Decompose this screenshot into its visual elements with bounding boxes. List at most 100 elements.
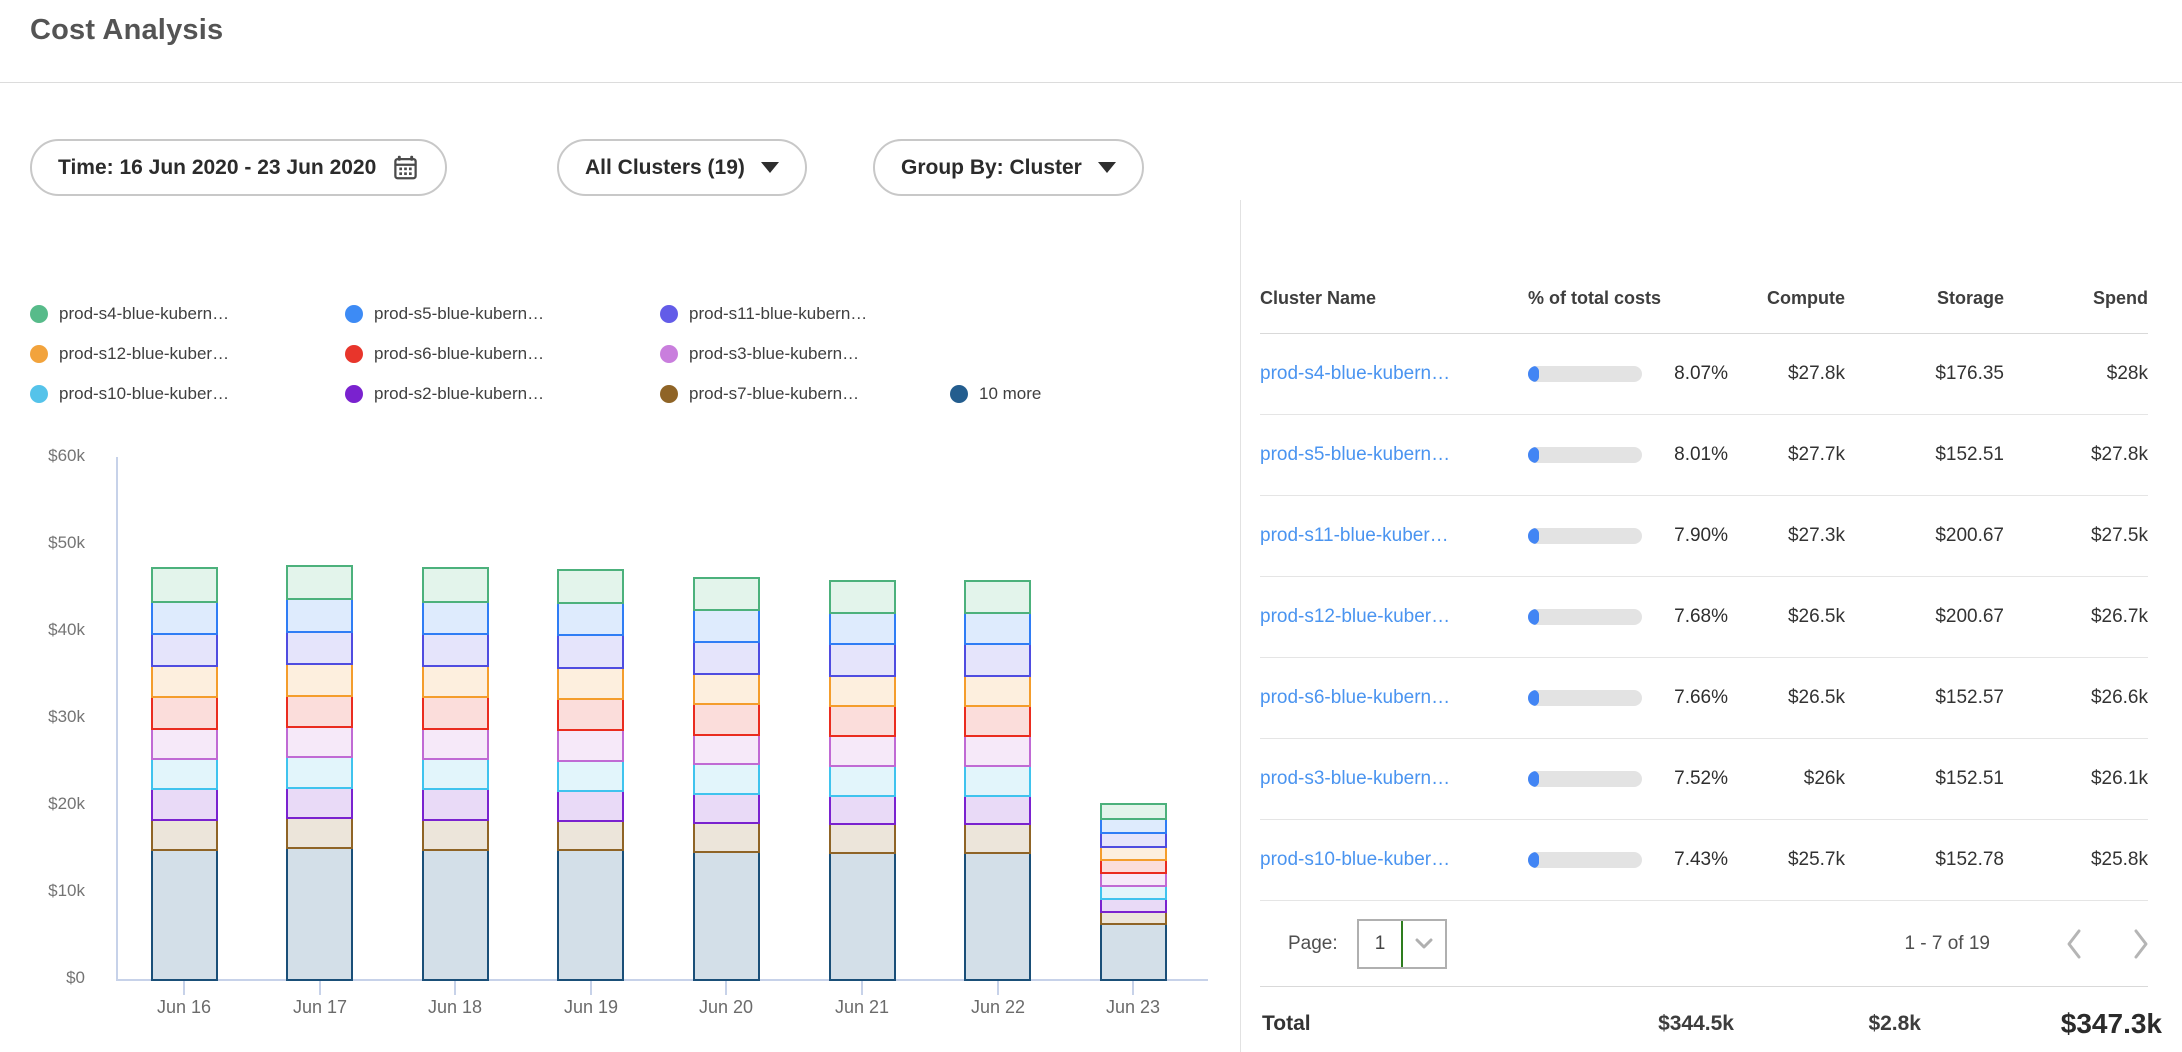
bar-segment[interactable]: [286, 847, 353, 981]
bar-segment[interactable]: [151, 633, 218, 667]
legend-item[interactable]: prod-s7-blue-kubern…: [660, 384, 859, 404]
bar-segment[interactable]: [693, 793, 760, 824]
bar-segment[interactable]: [422, 601, 489, 635]
bar-segment[interactable]: [693, 734, 760, 765]
bar-segment[interactable]: [829, 705, 896, 737]
bar-segment[interactable]: [557, 790, 624, 822]
legend-item[interactable]: 10 more: [950, 384, 1041, 404]
bar-segment[interactable]: [964, 580, 1031, 614]
bar-segment[interactable]: [151, 849, 218, 981]
bar-segment[interactable]: [693, 673, 760, 705]
bar-segment[interactable]: [1100, 911, 1167, 925]
bar-segment[interactable]: [557, 849, 624, 981]
bar-segment[interactable]: [1100, 803, 1167, 820]
bar-segment[interactable]: [964, 675, 1031, 707]
legend-item[interactable]: prod-s2-blue-kubern…: [345, 384, 544, 404]
bar-segment[interactable]: [1100, 846, 1167, 861]
bar-segment[interactable]: [829, 735, 896, 767]
bar-segment[interactable]: [693, 577, 760, 611]
bar-segment[interactable]: [829, 795, 896, 825]
bar-segment[interactable]: [693, 822, 760, 853]
bar-segment[interactable]: [964, 823, 1031, 854]
bar-segment[interactable]: [829, 852, 896, 981]
bar-segment[interactable]: [557, 569, 624, 604]
bar-segment[interactable]: [557, 634, 624, 669]
bar-segment[interactable]: [422, 665, 489, 698]
bar-segment[interactable]: [964, 643, 1031, 677]
legend-item[interactable]: prod-s12-blue-kuber…: [30, 344, 229, 364]
bar-segment[interactable]: [557, 602, 624, 636]
bar-segment[interactable]: [151, 601, 218, 635]
bar-segment[interactable]: [286, 695, 353, 728]
clusters-filter[interactable]: All Clusters (19): [557, 139, 807, 196]
bar-segment[interactable]: [422, 758, 489, 790]
bar-segment[interactable]: [964, 612, 1031, 645]
bar-segment[interactable]: [829, 580, 896, 614]
bar-segment[interactable]: [693, 703, 760, 736]
bar-segment[interactable]: [829, 823, 896, 854]
bar-segment[interactable]: [151, 819, 218, 851]
bar-segment[interactable]: [151, 728, 218, 760]
time-range-filter[interactable]: Time: 16 Jun 2020 - 23 Jun 2020: [30, 139, 448, 196]
bar-segment[interactable]: [964, 852, 1031, 981]
legend-item[interactable]: prod-s5-blue-kubern…: [345, 304, 544, 324]
cluster-link[interactable]: prod-s11-blue-kuber…: [1260, 525, 1449, 546]
bar-segment[interactable]: [151, 788, 218, 821]
bar-segment[interactable]: [964, 705, 1031, 737]
cluster-link[interactable]: prod-s10-blue-kuber…: [1260, 849, 1451, 870]
bar-segment[interactable]: [151, 567, 218, 603]
cluster-link[interactable]: prod-s5-blue-kubern…: [1260, 444, 1451, 465]
bar-segment[interactable]: [286, 663, 353, 697]
group-by-filter[interactable]: Group By: Cluster: [873, 139, 1144, 196]
bar-segment[interactable]: [557, 667, 624, 700]
bar-segment[interactable]: [286, 787, 353, 819]
bar-segment[interactable]: [286, 726, 353, 758]
bar-segment[interactable]: [829, 765, 896, 797]
legend-item[interactable]: prod-s11-blue-kubern…: [660, 304, 867, 324]
bar-segment[interactable]: [964, 795, 1031, 825]
legend-item[interactable]: prod-s4-blue-kubern…: [30, 304, 229, 324]
bar-segment[interactable]: [557, 729, 624, 762]
bar-segment[interactable]: [829, 675, 896, 707]
bar-segment[interactable]: [151, 665, 218, 698]
bar-segment[interactable]: [557, 820, 624, 851]
bar-segment[interactable]: [693, 851, 760, 981]
bar-segment[interactable]: [1100, 872, 1167, 887]
bar-segment[interactable]: [829, 612, 896, 645]
bar-segment[interactable]: [964, 765, 1031, 797]
bar-segment[interactable]: [286, 631, 353, 665]
page-select[interactable]: 1: [1357, 918, 1447, 969]
bar-segment[interactable]: [693, 609, 760, 643]
bar-segment[interactable]: [422, 788, 489, 821]
bar-segment[interactable]: [557, 698, 624, 731]
bar-segment[interactable]: [422, 567, 489, 603]
next-page-button[interactable]: [2132, 928, 2150, 960]
cluster-link[interactable]: prod-s6-blue-kubern…: [1260, 687, 1451, 708]
bar-segment[interactable]: [693, 763, 760, 795]
bar-segment[interactable]: [1100, 832, 1167, 848]
bar-segment[interactable]: [557, 760, 624, 792]
bar-segment[interactable]: [1100, 923, 1167, 981]
bar-segment[interactable]: [286, 598, 353, 633]
bar-segment[interactable]: [829, 643, 896, 677]
bar-segment[interactable]: [286, 565, 353, 600]
legend-item[interactable]: prod-s3-blue-kubern…: [660, 344, 859, 364]
bar-segment[interactable]: [693, 641, 760, 675]
bar-segment[interactable]: [422, 696, 489, 730]
legend-item[interactable]: prod-s10-blue-kuber…: [30, 384, 229, 404]
cluster-link[interactable]: prod-s12-blue-kuber…: [1260, 606, 1451, 627]
prev-page-button[interactable]: [2065, 928, 2083, 960]
bar-segment[interactable]: [1100, 885, 1167, 900]
bar-segment[interactable]: [1100, 898, 1167, 913]
bar-segment[interactable]: [151, 696, 218, 730]
bar-segment[interactable]: [422, 849, 489, 981]
cluster-link[interactable]: prod-s4-blue-kubern…: [1260, 363, 1451, 384]
bar-segment[interactable]: [151, 758, 218, 790]
bar-segment[interactable]: [286, 817, 353, 849]
bar-segment[interactable]: [422, 728, 489, 760]
bar-segment[interactable]: [422, 819, 489, 851]
bar-segment[interactable]: [286, 756, 353, 789]
bar-segment[interactable]: [1100, 859, 1167, 874]
bar-segment[interactable]: [422, 633, 489, 667]
bar-segment[interactable]: [964, 735, 1031, 767]
